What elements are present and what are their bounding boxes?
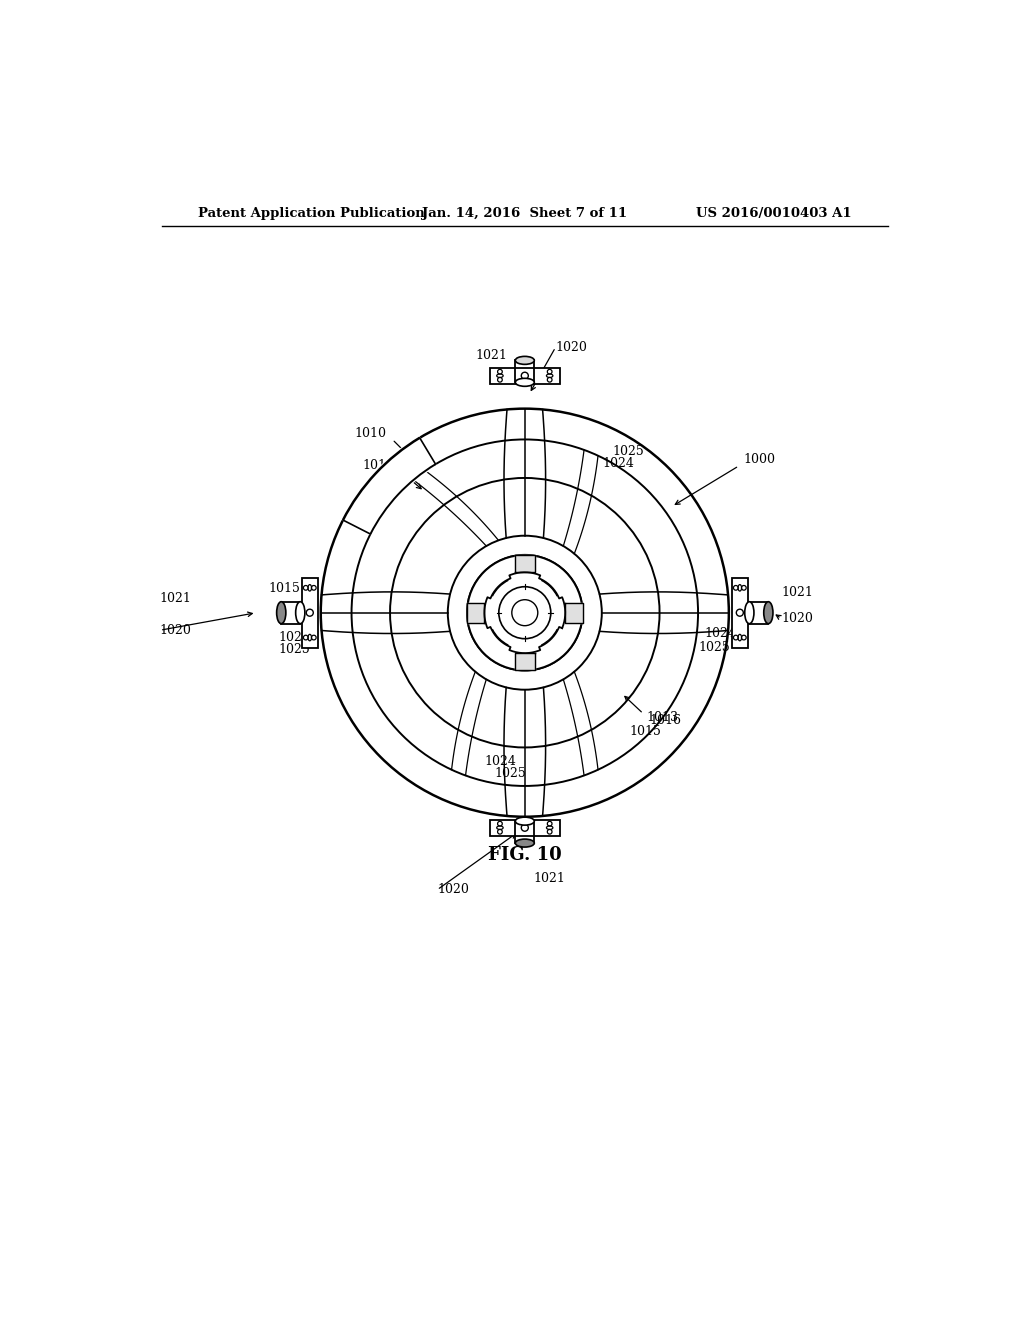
Text: 1020: 1020 (781, 612, 813, 626)
Ellipse shape (276, 602, 286, 623)
Polygon shape (515, 653, 535, 671)
Circle shape (499, 586, 551, 639)
Text: 1024: 1024 (279, 631, 310, 644)
Circle shape (467, 554, 583, 671)
Bar (732, 578, 748, 648)
Ellipse shape (515, 356, 535, 364)
Text: 1020: 1020 (160, 624, 191, 636)
Ellipse shape (515, 379, 535, 387)
Text: 1025: 1025 (495, 767, 526, 780)
Text: 1025: 1025 (612, 445, 644, 458)
Text: 1021: 1021 (781, 586, 813, 599)
Text: 1021: 1021 (534, 871, 565, 884)
Text: 1010: 1010 (354, 426, 386, 440)
Text: 1024: 1024 (484, 755, 516, 768)
Text: 1020: 1020 (556, 341, 588, 354)
Text: Jan. 14, 2016  Sheet 7 of 11: Jan. 14, 2016 Sheet 7 of 11 (422, 207, 628, 220)
Polygon shape (484, 573, 565, 653)
Text: 1024: 1024 (602, 457, 634, 470)
Text: 1013: 1013 (646, 711, 678, 725)
Bar (302, 578, 317, 648)
Text: FIG. 10: FIG. 10 (487, 846, 562, 865)
Ellipse shape (764, 602, 773, 623)
Polygon shape (515, 554, 535, 573)
Ellipse shape (515, 840, 535, 847)
Polygon shape (565, 603, 583, 623)
Text: 1015: 1015 (268, 582, 300, 595)
Bar (489, 368, 560, 384)
Text: 1015: 1015 (630, 725, 662, 738)
Text: 1025: 1025 (698, 642, 730, 653)
Text: 1016: 1016 (649, 714, 682, 726)
Text: Patent Application Publication: Patent Application Publication (199, 207, 425, 220)
Ellipse shape (296, 602, 305, 623)
Text: 1000: 1000 (743, 453, 775, 466)
Text: US 2016/0010403 A1: US 2016/0010403 A1 (695, 207, 851, 220)
Polygon shape (467, 603, 484, 623)
Text: 1024: 1024 (705, 627, 736, 640)
Text: 1011: 1011 (362, 459, 395, 473)
Wedge shape (342, 437, 436, 535)
Text: 1025: 1025 (279, 643, 310, 656)
Ellipse shape (744, 602, 754, 623)
Ellipse shape (515, 817, 535, 825)
Text: 1020: 1020 (437, 883, 469, 896)
Text: 1021: 1021 (160, 591, 191, 605)
Bar (489, 820, 560, 836)
Text: 1021: 1021 (475, 350, 507, 363)
